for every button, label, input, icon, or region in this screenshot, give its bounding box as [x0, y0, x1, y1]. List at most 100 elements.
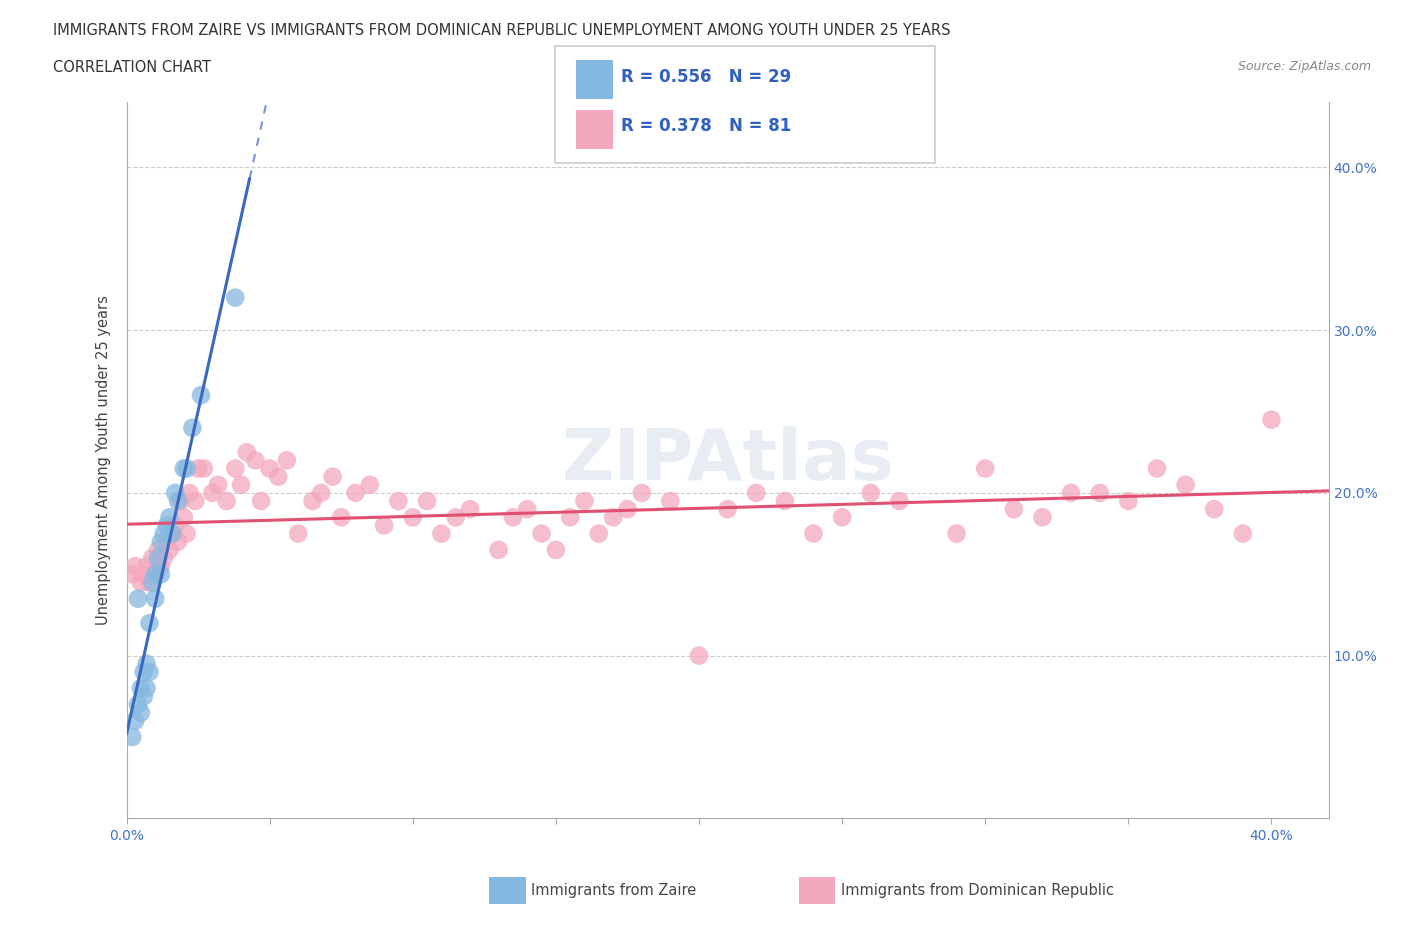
- Point: [215, 494, 238, 509]
- Point: [121, 729, 143, 744]
- Point: [167, 494, 190, 509]
- Point: [588, 526, 610, 541]
- Point: [716, 502, 740, 517]
- Point: [688, 648, 710, 663]
- Point: [1260, 412, 1282, 427]
- Point: [309, 485, 332, 500]
- Point: [488, 542, 510, 557]
- Point: [149, 534, 172, 549]
- Point: [146, 551, 169, 565]
- Point: [129, 575, 152, 590]
- Point: [974, 461, 997, 476]
- Point: [121, 567, 143, 582]
- Point: [149, 559, 172, 574]
- Point: [416, 494, 439, 509]
- Point: [530, 526, 553, 541]
- Point: [165, 485, 187, 500]
- Point: [176, 526, 198, 541]
- Point: [181, 420, 204, 435]
- Point: [322, 469, 344, 484]
- Point: [152, 551, 174, 565]
- Point: [444, 510, 467, 525]
- Text: CORRELATION CHART: CORRELATION CHART: [53, 60, 211, 75]
- Point: [190, 388, 212, 403]
- Point: [165, 518, 187, 533]
- Point: [143, 567, 166, 582]
- Point: [301, 494, 323, 509]
- Point: [516, 502, 538, 517]
- Point: [201, 485, 224, 500]
- Point: [135, 657, 157, 671]
- Point: [630, 485, 652, 500]
- Point: [889, 494, 911, 509]
- Point: [127, 698, 149, 712]
- Text: Immigrants from Dominican Republic: Immigrants from Dominican Republic: [841, 883, 1114, 897]
- Text: IMMIGRANTS FROM ZAIRE VS IMMIGRANTS FROM DOMINICAN REPUBLIC UNEMPLOYMENT AMONG Y: IMMIGRANTS FROM ZAIRE VS IMMIGRANTS FROM…: [53, 23, 950, 38]
- Point: [141, 551, 163, 565]
- Point: [224, 290, 246, 305]
- Point: [1088, 485, 1111, 500]
- Point: [167, 534, 190, 549]
- Point: [141, 575, 163, 590]
- Point: [149, 567, 172, 582]
- Point: [402, 510, 425, 525]
- Point: [159, 510, 181, 525]
- Point: [1031, 510, 1053, 525]
- Point: [135, 681, 157, 696]
- Point: [138, 664, 160, 679]
- Point: [132, 664, 155, 679]
- Text: ZIPAtlas: ZIPAtlas: [561, 426, 894, 495]
- Point: [602, 510, 624, 525]
- Point: [745, 485, 768, 500]
- Point: [187, 461, 209, 476]
- Point: [1060, 485, 1083, 500]
- Point: [373, 518, 395, 533]
- Point: [1146, 461, 1168, 476]
- Point: [143, 591, 166, 606]
- Text: R = 0.378   N = 81: R = 0.378 N = 81: [621, 117, 792, 135]
- Y-axis label: Unemployment Among Youth under 25 years: Unemployment Among Youth under 25 years: [96, 296, 111, 625]
- Point: [179, 485, 201, 500]
- Point: [259, 461, 281, 476]
- Point: [1204, 502, 1226, 517]
- Point: [159, 542, 181, 557]
- Point: [176, 461, 198, 476]
- Point: [250, 494, 273, 509]
- Point: [276, 453, 298, 468]
- Point: [773, 494, 796, 509]
- Point: [229, 477, 252, 492]
- Point: [124, 713, 146, 728]
- Point: [803, 526, 825, 541]
- Point: [1174, 477, 1197, 492]
- Point: [138, 575, 160, 590]
- Point: [155, 534, 177, 549]
- Point: [162, 526, 184, 541]
- Point: [659, 494, 682, 509]
- Point: [330, 510, 353, 525]
- Point: [560, 510, 582, 525]
- Point: [184, 494, 207, 509]
- Point: [544, 542, 567, 557]
- Point: [245, 453, 267, 468]
- Point: [235, 445, 259, 459]
- Point: [143, 567, 166, 582]
- Point: [138, 616, 160, 631]
- Point: [267, 469, 290, 484]
- Point: [1232, 526, 1254, 541]
- Text: Source: ZipAtlas.com: Source: ZipAtlas.com: [1237, 60, 1371, 73]
- Text: R = 0.556   N = 29: R = 0.556 N = 29: [621, 68, 792, 86]
- Point: [945, 526, 967, 541]
- Point: [132, 689, 155, 704]
- Point: [1116, 494, 1139, 509]
- Point: [193, 461, 215, 476]
- Point: [1002, 502, 1025, 517]
- Point: [344, 485, 367, 500]
- Point: [127, 591, 149, 606]
- Point: [831, 510, 853, 525]
- Point: [458, 502, 481, 517]
- Point: [207, 477, 229, 492]
- Point: [287, 526, 309, 541]
- Point: [502, 510, 524, 525]
- Point: [616, 502, 638, 517]
- Point: [173, 461, 195, 476]
